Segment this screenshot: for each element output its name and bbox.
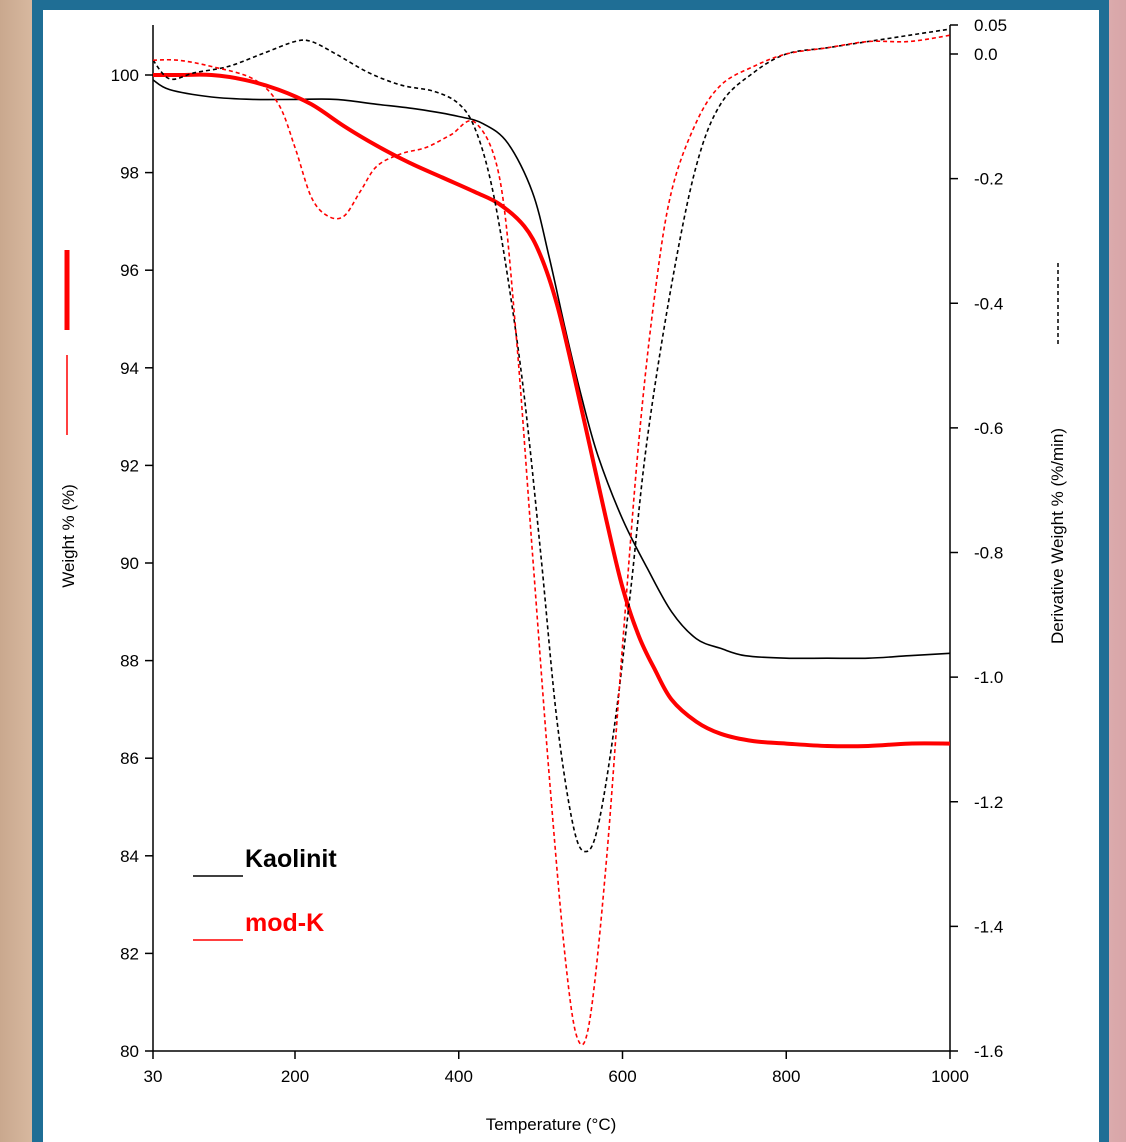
x-tick-label: 600 [608,1067,636,1086]
y-tick-label: 96 [120,261,139,280]
y2-tick-label: -1.0 [974,668,1003,687]
axes: 30 200 400 600 800 1000 80 82 84 86 88 90 92 94 96 98 10… [64,16,1059,1086]
legend-label: Kaolinit [245,845,337,873]
y-tick-label: 94 [120,359,139,378]
y-tick-label: 92 [120,456,139,475]
y-tick-label: 98 [120,164,139,183]
y2-tick-label: -1.6 [974,1042,1003,1061]
y-tick-label: 82 [120,944,139,963]
y2-tick-label: 0.0 [974,45,998,64]
mod-k-line [152,72,951,749]
kaolinit-line [152,79,951,660]
mod-k-derivative-line [152,34,951,1046]
y-tick-label: 86 [120,749,139,768]
x-axis-label: Temperature (°C) [486,1115,617,1134]
kaolinit-derivative-line [152,28,951,853]
y2-tick-label: -1.4 [974,917,1003,936]
chart-panel [43,10,1099,1142]
y2-tick-label: 0.05 [974,16,1007,35]
y-tick-label: 80 [120,1042,139,1061]
y2-tick-label: -0.6 [974,419,1003,438]
y2-tick-label: -0.2 [974,170,1003,189]
x-tick-label: 30 [144,1067,163,1086]
x-tick-label: 400 [445,1067,473,1086]
y2-axis-label: Derivative Weight % (%/min) [1048,428,1067,644]
y2-tick-label: -1.2 [974,793,1003,812]
legend-label: mod-K [245,909,324,937]
series-lines [152,28,951,1046]
x-tick-label: 800 [772,1067,800,1086]
y-tick-label: 100 [111,66,139,85]
legend: Kaolinit mod-K [193,845,337,941]
x-tick-label: 200 [281,1067,309,1086]
x-tick-label: 1000 [931,1067,969,1086]
y2-tick-label: -0.4 [974,294,1003,313]
y-tick-label: 84 [120,847,139,866]
y2-tick-label: -0.8 [974,544,1003,563]
y-tick-label: 90 [120,554,139,573]
y-axis-label: Weight % (%) [59,484,78,588]
y-tick-label: 88 [120,652,139,671]
